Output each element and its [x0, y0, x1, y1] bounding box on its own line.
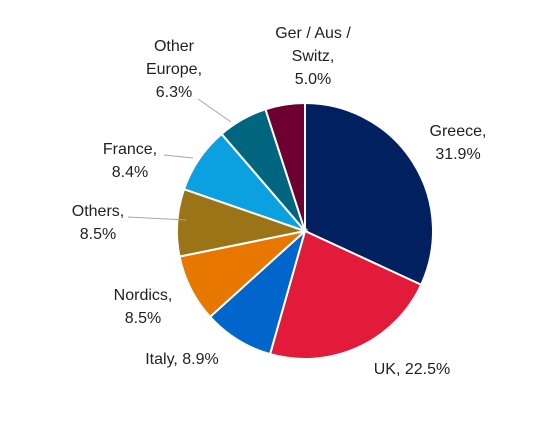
slice-label-uk: UK, 22.5%	[374, 361, 450, 378]
slice-label-nordics: Nordics, 8.5%	[114, 287, 173, 327]
slice-label-greece: Greece, 31.9%	[430, 123, 487, 163]
slice-label-others: Others, 8.5%	[72, 203, 124, 243]
pie-slice-greece	[304, 101, 434, 287]
slice-label-other-europe: Other Europe, 6.3%	[146, 38, 202, 101]
leader-line-others	[127, 216, 187, 221]
pie-slices	[176, 101, 434, 360]
leader-line-other-europe	[197, 98, 232, 123]
leader-lines	[127, 98, 232, 221]
leader-line-france	[163, 154, 194, 159]
slice-label-france: France, 8.4%	[103, 141, 157, 181]
slice-labels: Greece, 31.9% UK, 22.5% Italy, 8.9% Nordics,…	[72, 25, 487, 378]
slice-label-ger-aus-switz: Ger / Aus / Switz, 5.0%	[275, 25, 351, 88]
slice-label-italy: Italy, 8.9%	[145, 351, 219, 368]
pie-slice-ger-aus-switz	[264, 101, 306, 232]
pie-slice-uk	[268, 229, 423, 360]
